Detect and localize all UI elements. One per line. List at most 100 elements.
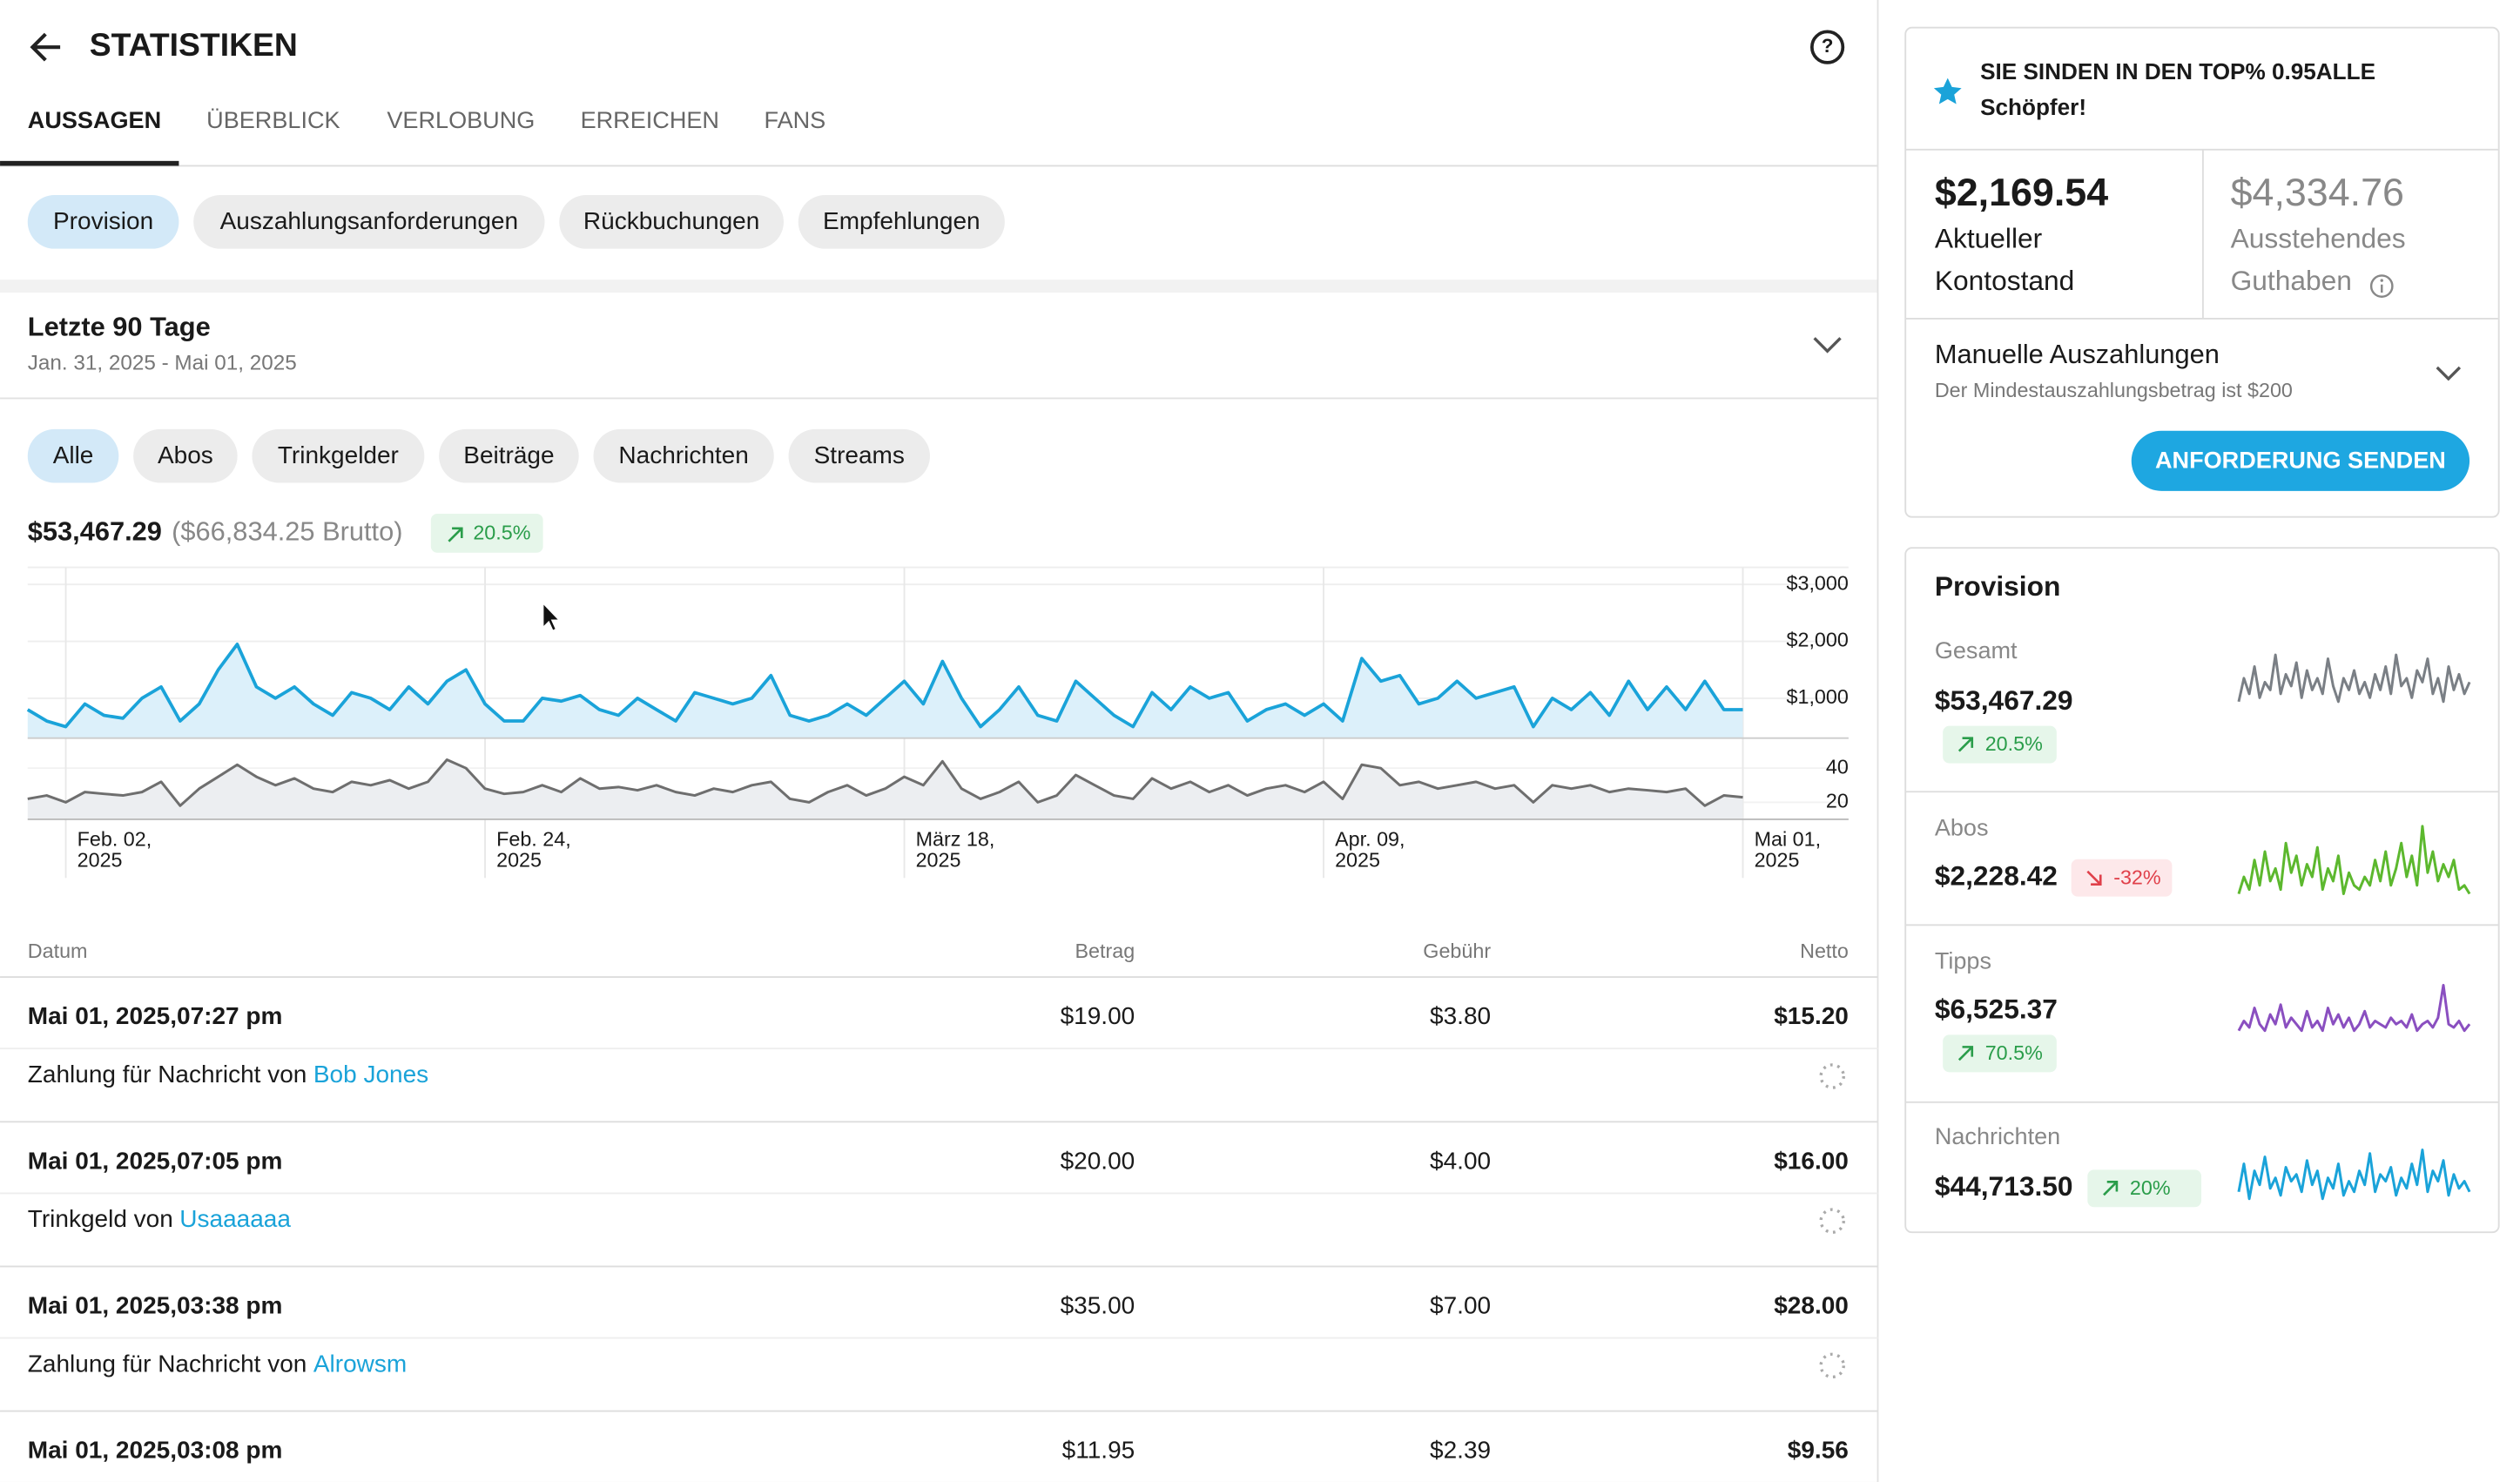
- line: [2237, 983, 2471, 1033]
- chip[interactable]: [593, 428, 774, 483]
- chip-label[interactable]: Nachrichten: [618, 441, 748, 468]
- transactions-table: Datum Betrag Gebühr Netto Mai 01, 2025,07:27…: [0, 940, 1878, 1482]
- chip-label[interactable]: Provision: [53, 207, 153, 234]
- arrow-down: [2086, 870, 2102, 886]
- x-tick-label-part: 2025: [1335, 849, 1380, 872]
- chip[interactable]: [798, 195, 1005, 249]
- x-tick-label-part: März 18,: [916, 827, 995, 850]
- summary-change: 20.5%: [473, 521, 530, 543]
- column-header: Datum: [28, 940, 88, 962]
- line: [2237, 825, 2471, 895]
- provision-title: Provision: [1935, 570, 2061, 602]
- payout-dropdown[interactable]: [2436, 366, 2462, 381]
- cell-amount: $19.00: [1061, 1002, 1135, 1029]
- description-text: Zahlung für Nachricht von: [28, 1351, 307, 1378]
- send-button[interactable]: [2131, 430, 2470, 491]
- back-button[interactable]: [30, 32, 61, 62]
- send-button-label[interactable]: ANFORDERUNG SENDEN: [2155, 446, 2446, 473]
- cell-fee: $2.39: [1430, 1437, 1491, 1464]
- y-tick-label: 40: [1826, 755, 1849, 778]
- chip-label[interactable]: Empfehlungen: [823, 207, 980, 234]
- section-separator: [0, 280, 1878, 293]
- y-tick-label: $1,000: [1787, 685, 1849, 708]
- chip[interactable]: [27, 428, 119, 483]
- chip-label[interactable]: Alle: [53, 441, 94, 468]
- summary-gross: ($66,834.25 Brutto): [172, 516, 402, 547]
- cell-amount: $20.00: [1061, 1147, 1135, 1174]
- arrow-up: [1957, 1046, 1974, 1061]
- balance-value: $2,169.54: [1935, 171, 2108, 214]
- x-tick-label: Apr. 09, 2025: [1335, 827, 1405, 871]
- x-tick-label-part: 2025: [496, 849, 542, 872]
- cell-date: Mai 01, 2025,07:27 pm: [28, 1002, 283, 1029]
- chip[interactable]: [788, 428, 930, 483]
- cell-date: Mai 01, 2025,07:05 pm: [28, 1147, 283, 1174]
- tab[interactable]: ERREICHEN: [581, 106, 719, 133]
- cell-date: Mai 01, 2025,03:08 pm: [28, 1437, 283, 1464]
- description-text: Trinkgeld von: [28, 1206, 173, 1233]
- description: Zahlung für Nachricht von Alrowsm: [28, 1351, 407, 1378]
- y-tick-label: $3,000: [1787, 571, 1849, 594]
- cell-amount: $11.95: [1062, 1437, 1135, 1464]
- arrow-up: [1957, 737, 1974, 752]
- period-dropdown[interactable]: [1813, 337, 1842, 354]
- x-tick-label-part: Mai 01,: [1755, 827, 1822, 850]
- x-tick-label-part: Feb. 24,: [496, 827, 571, 850]
- summary: $53,467.29 ($66,834.25 Brutto): [28, 516, 403, 547]
- tab[interactable]: VERLOBUNG: [387, 106, 535, 133]
- arrow-up: [448, 527, 463, 542]
- chip-label[interactable]: Rückbuchungen: [583, 207, 759, 234]
- user-link[interactable]: Bob Jones: [313, 1061, 428, 1088]
- mouse-cursor: [542, 601, 562, 632]
- chip-label[interactable]: Abos: [158, 441, 213, 468]
- item-value: $6,525.37: [1935, 994, 2058, 1025]
- loading-spinner: [1819, 1208, 1845, 1234]
- pending-label: Ausstehendes: [2231, 223, 2406, 254]
- line: [26, 643, 1743, 729]
- item-change: 20.5%: [1985, 732, 2043, 755]
- chip[interactable]: [559, 195, 784, 249]
- chip-label[interactable]: Beiträge: [463, 441, 554, 468]
- svg-text:?: ?: [1822, 35, 1834, 57]
- line: [2237, 653, 2471, 704]
- cell-fee: $4.00: [1430, 1147, 1491, 1174]
- info-icon[interactable]: [2369, 274, 2394, 298]
- balance-label: Kontostand: [1935, 265, 2074, 296]
- tab[interactable]: FANS: [765, 106, 826, 133]
- item-label: Gesamt: [1935, 637, 2018, 664]
- change-badge: [1943, 1034, 2057, 1073]
- line: [27, 758, 1743, 807]
- column-header: Betrag: [1075, 940, 1135, 962]
- chip[interactable]: [27, 195, 179, 249]
- help-button[interactable]: ?: [1809, 30, 1845, 64]
- cell-net: $15.20: [1774, 1002, 1849, 1029]
- chip-label[interactable]: Trinkgelder: [278, 441, 399, 468]
- chip[interactable]: [439, 428, 579, 483]
- pending-value: $4,334.76: [2231, 171, 2404, 214]
- tab[interactable]: ÜBERBLICK: [206, 106, 340, 133]
- x-tick-label: Feb. 02, 2025: [77, 827, 152, 871]
- item-label: Nachrichten: [1935, 1122, 2060, 1149]
- chip-label[interactable]: Streams: [814, 441, 905, 468]
- change-badge: [2087, 1169, 2202, 1208]
- column-header: Netto: [1800, 940, 1849, 962]
- item-change: 70.5%: [1985, 1041, 2043, 1064]
- user-link[interactable]: Usaaaaaa: [179, 1206, 291, 1233]
- summary-net: $53,467.29: [28, 516, 162, 547]
- arrow-up: [2103, 1181, 2119, 1196]
- tab[interactable]: AUSSAGEN: [28, 106, 161, 133]
- y-tick-label: $2,000: [1787, 629, 1849, 651]
- user-link[interactable]: Alrowsm: [313, 1351, 407, 1378]
- chip[interactable]: [193, 195, 545, 249]
- chip[interactable]: [252, 428, 425, 483]
- pending-label: Guthaben: [2231, 265, 2352, 296]
- chip-label[interactable]: Auszahlungsanforderungen: [220, 207, 518, 234]
- chip[interactable]: [133, 428, 238, 483]
- area: [27, 643, 1743, 738]
- tab-indicator: [0, 160, 179, 166]
- change-badge: [2071, 859, 2173, 897]
- x-tick-label: Mai 01, 2025: [1755, 827, 1822, 871]
- x-tick-label: Feb. 24, 2025: [496, 827, 571, 871]
